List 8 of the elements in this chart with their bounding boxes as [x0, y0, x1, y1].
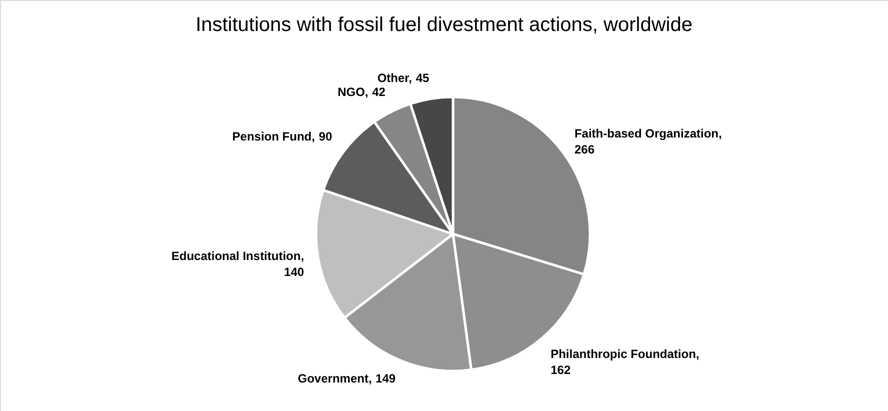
- slice-label: Other, 45: [377, 70, 430, 85]
- slice-label: Educational Institution, 140: [171, 248, 304, 279]
- slice-label: Philanthropic Foundation, 162: [550, 347, 700, 378]
- slice-label: Faith-based Organization, 266: [574, 126, 722, 156]
- slice-label: Government, 149: [298, 372, 396, 386]
- slice-label: Pension Fund, 90: [232, 129, 332, 144]
- chart-title: Institutions with fossil fuel divestment actions, worldwide: [196, 14, 692, 36]
- slice-label: NGO, 42: [338, 84, 386, 99]
